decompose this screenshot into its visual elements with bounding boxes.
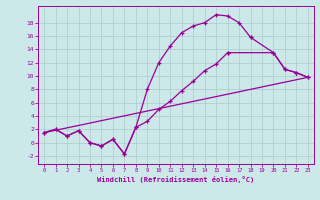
X-axis label: Windchill (Refroidissement éolien,°C): Windchill (Refroidissement éolien,°C) bbox=[97, 176, 255, 183]
